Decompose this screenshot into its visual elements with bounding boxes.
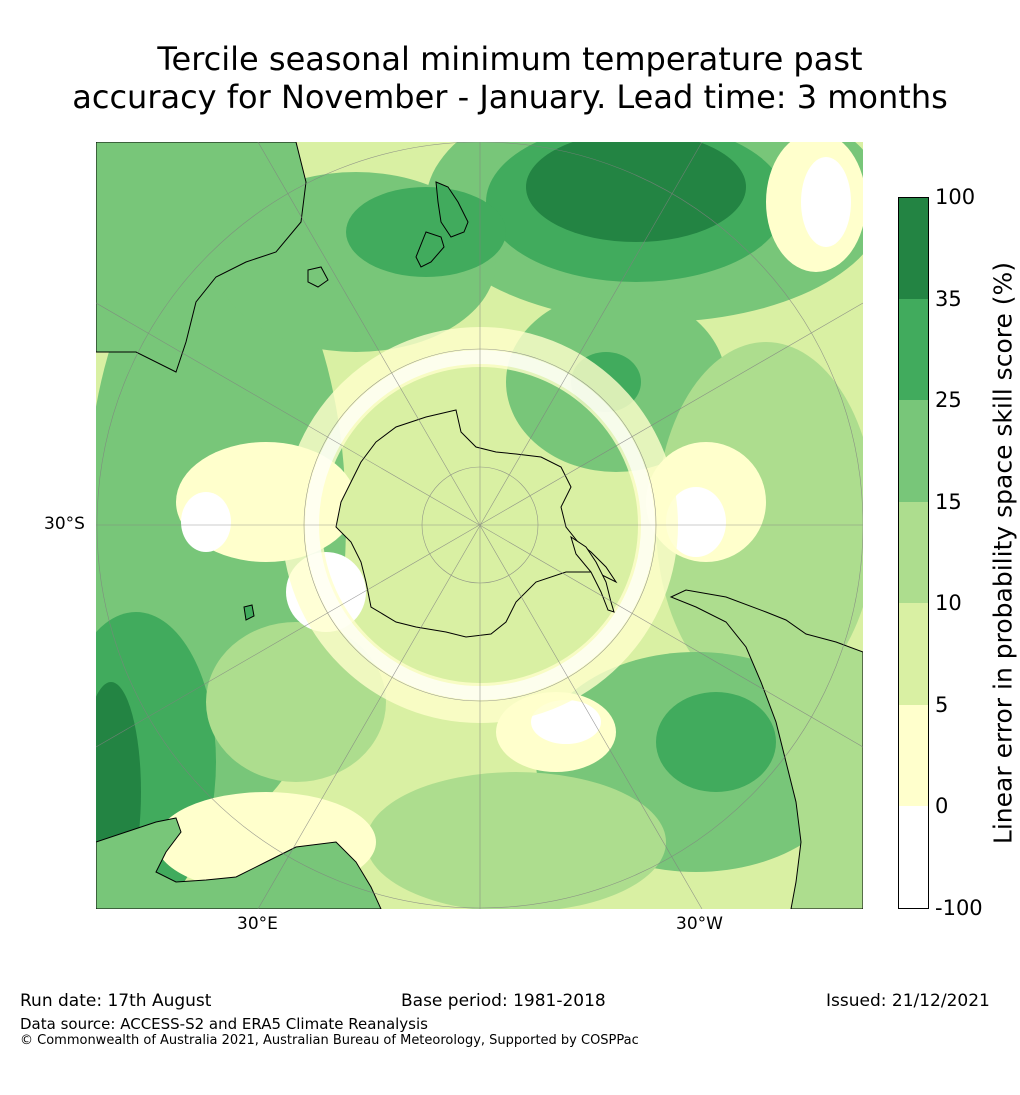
africa-landmass [96, 817, 382, 909]
australia-landmass [96, 142, 307, 373]
lon-label-30w: 30°W [676, 914, 723, 934]
south-america-landmass [669, 589, 863, 909]
antarctic-peninsula [570, 535, 615, 613]
colorbar-band-35 [898, 299, 929, 400]
map-title: Tercile seasonal minimum temperature pas… [0, 40, 1020, 116]
base-period: Base period: 1981-2018 [401, 991, 606, 1011]
colorbar-tick-15: 15 [935, 490, 962, 514]
madagascar [243, 604, 255, 621]
colorbar-band-5 [898, 705, 929, 806]
colorbar-tick-35: 35 [935, 287, 962, 311]
title-line-2: accuracy for November - January. Lead ti… [72, 78, 948, 116]
colorbar-tick-10: 10 [935, 591, 962, 615]
map-svg [96, 142, 863, 909]
lat-label-30s: 30°S [44, 514, 85, 534]
colorbar-band-15 [898, 502, 929, 603]
colorbar-band-25 [898, 400, 929, 502]
lon-label-30e: 30°E [237, 914, 278, 934]
skill-score-map [96, 142, 863, 909]
colorbar-tick-0: 0 [935, 794, 949, 818]
colorbar-band-0 [898, 806, 929, 909]
issued-date: Issued: 21/12/2021 [826, 991, 990, 1011]
colorbar-band-10 [898, 603, 929, 705]
title-line-1: Tercile seasonal minimum temperature pas… [157, 40, 863, 78]
graticule [96, 142, 863, 909]
colorbar-tick-5: 5 [935, 693, 949, 717]
colorbar-tick-25: 25 [935, 388, 962, 412]
colorbar [898, 197, 929, 909]
colorbar-tick-100: 100 [935, 185, 976, 209]
new-zealand-north [435, 181, 469, 238]
colorbar-label: Linear error in probability space skill … [988, 261, 1018, 845]
data-source: Data source: ACCESS-S2 and ERA5 Climate … [20, 1015, 428, 1033]
colorbar-band-100 [898, 197, 929, 299]
colorbar-tick-neg100: -100 [935, 896, 983, 920]
colorbar-svg [898, 197, 929, 909]
tasmania [307, 266, 329, 288]
copyright: © Commonwealth of Australia 2021, Austra… [20, 1033, 639, 1048]
new-zealand-south [415, 231, 445, 268]
antarctica-landmass [335, 409, 618, 638]
run-date: Run date: 17th August [20, 991, 212, 1011]
